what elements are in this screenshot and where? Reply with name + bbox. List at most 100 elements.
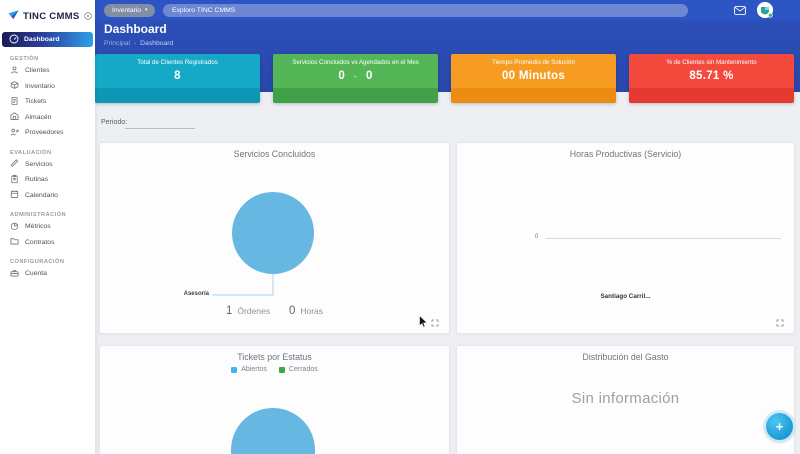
sidebar-item-servicios[interactable]: Servicios — [0, 157, 95, 173]
ordenes-label: Órdenes — [237, 306, 270, 316]
mail-icon[interactable] — [734, 5, 746, 15]
sidebar-item-label: Dashboard — [24, 36, 60, 43]
breadcrumb-parent[interactable]: Principal — [104, 39, 131, 47]
sidebar-item-clientes[interactable]: Clientes — [0, 63, 95, 79]
topbar: Inventario ▾ — [95, 0, 800, 20]
stat-card-value: 85.71 % — [689, 70, 734, 82]
clients-icon — [10, 65, 19, 77]
sidebar-item-calendario[interactable]: Calendario — [0, 188, 95, 204]
breadcrumb: Principal › Dashboard — [104, 40, 173, 47]
periodo-label: Periodo: — [101, 119, 128, 126]
panel-title: Tickets por Estatus — [237, 352, 312, 362]
stat-card-footer — [629, 88, 794, 103]
panel-title: Horas Productivas (Servicio) — [569, 149, 682, 159]
stat-card-title: Servicios Concluidos vs Agendados en el … — [292, 59, 419, 66]
sidebar-item-tickets[interactable]: Tickets — [0, 94, 95, 110]
ticket-file-icon — [10, 96, 19, 108]
sidebar-item-contratos[interactable]: Contratos — [0, 235, 95, 251]
briefcase-icon — [10, 268, 19, 280]
user-avatar[interactable] — [757, 2, 773, 18]
periodo-input[interactable] — [125, 114, 195, 129]
legend-swatch-cerrados — [278, 366, 285, 373]
axis-tick: 0 — [535, 234, 539, 240]
sidebar-item-dashboard[interactable]: Dashboard — [2, 32, 93, 47]
pencil-icon — [10, 158, 19, 170]
sidebar-item-label: Contratos — [25, 238, 55, 246]
ordenes-value: 1 — [225, 305, 233, 317]
stat-card-value: 00 Minutos — [501, 70, 566, 82]
sidebar-item-label: Clientes — [25, 67, 50, 75]
sidebar-item-label: Proveedores — [25, 129, 64, 137]
section-label-gestion: GESTIÓN — [10, 56, 39, 62]
stat-card-tiempo: Tiempo Promedio de Solución 00 Minutos — [451, 54, 616, 103]
fullscreen-icon[interactable] — [776, 319, 784, 327]
inventory-box-icon — [10, 80, 19, 92]
section-label-administracion: ADMINISTRACIÓN — [10, 212, 67, 218]
clipboard-icon — [10, 174, 19, 186]
stat-card-clientes: Total de Clientes Registrados 8 — [95, 54, 260, 103]
no-data-text: Sin información — [571, 390, 680, 407]
folder-icon — [10, 236, 19, 248]
warehouse-icon — [10, 111, 19, 123]
panel-title: Servicios Concluidos — [233, 149, 316, 159]
stat-card-mantenimiento: % de Clientes sin Mantenimiento 85.71 % — [629, 54, 794, 103]
sidebar-item-label: Tickets — [25, 98, 47, 106]
stat-card-title: % de Clientes sin Mantenimiento — [666, 59, 757, 66]
horas-value: 0 — [288, 305, 296, 317]
pie-slice-label: Asesoría — [183, 291, 209, 297]
pie-footer: 1 Órdenes 0 Horas — [100, 305, 449, 317]
stat-card-title: Total de Clientes Registrados — [137, 59, 218, 66]
module-selector-button[interactable]: Inventario ▾ — [104, 3, 156, 17]
fullscreen-icon[interactable] — [431, 319, 439, 327]
panel-horas-productivas: Horas Productivas (Servicio) 0 Santiago … — [456, 142, 795, 334]
plus-icon: + — [775, 418, 784, 434]
panel-tickets-estatus: Tickets por Estatus Abiertos Cerrados — [99, 345, 450, 454]
section-label-configuracion: CONFIGURACIÓN — [10, 259, 65, 265]
sidebar-collapse-icon[interactable] — [83, 12, 92, 20]
sidebar-item-label: Métricos — [25, 223, 51, 231]
search-input[interactable] — [163, 3, 688, 17]
axis-line — [546, 238, 781, 239]
speedometer-icon — [9, 34, 19, 46]
stat-card-value: 8 — [174, 70, 181, 82]
supplier-icon — [10, 127, 19, 139]
sidebar-item-metricos[interactable]: Métricos — [0, 219, 95, 235]
section-label-evaluacion: EVALUACIÓN — [10, 149, 52, 156]
horas-label: Horas — [300, 306, 324, 316]
sidebar-item-almacen[interactable]: Almacén — [0, 110, 95, 126]
app-logo-text: TINC CMMS — [23, 10, 80, 22]
stat-card-title: Tiempo Promedio de Solución — [492, 59, 575, 66]
chevron-down-icon: ▾ — [144, 7, 148, 13]
pie-chart-servicios[interactable] — [232, 192, 314, 274]
page-title: Dashboard — [104, 22, 167, 36]
legend-cerrados[interactable]: Cerrados — [278, 366, 318, 373]
pie-chart-icon — [10, 221, 19, 233]
sidebar-item-label: Inventario — [25, 82, 55, 90]
sidebar-item-rutinas[interactable]: Rutinas — [0, 172, 95, 188]
breadcrumb-separator: › — [134, 40, 137, 47]
sidebar: TINC CMMS Dashboard GESTIÓN — [0, 0, 95, 454]
panel-servicios-concluidos: Servicios Concluidos Asesoría 1 Órdenes … — [99, 142, 450, 334]
sidebar-item-label: Servicios — [25, 160, 53, 168]
module-selector-label: Inventario — [112, 6, 141, 14]
pie-chart-tickets[interactable] — [231, 408, 315, 454]
legend-abiertos[interactable]: Abiertos — [231, 366, 267, 373]
sidebar-item-inventario[interactable]: Inventario — [0, 79, 95, 95]
sidebar-item-label: Cuenta — [25, 270, 47, 278]
breadcrumb-current: Dashboard — [140, 39, 174, 47]
sidebar-item-label: Almacén — [25, 113, 52, 121]
panel-distribucion-gasto: Distribución del Gasto Sin información — [456, 345, 795, 454]
bar-category-label: Santiago Carril... — [600, 293, 651, 300]
add-fab-button[interactable]: + — [766, 413, 793, 440]
calendar-icon — [10, 189, 19, 201]
panel-title: Distribución del Gasto — [582, 352, 669, 362]
stat-card-value: 0-0 — [338, 70, 373, 82]
chart-legend: Abiertos Cerrados — [100, 366, 449, 373]
app-logo-icon — [8, 7, 19, 25]
sidebar-item-label: Calendario — [25, 191, 58, 199]
sidebar-item-cuenta[interactable]: Cuenta — [0, 266, 95, 282]
sidebar-item-proveedores[interactable]: Proveedores — [0, 125, 95, 141]
sidebar-item-label: Rutinas — [25, 176, 49, 184]
stat-card-footer — [95, 88, 260, 103]
